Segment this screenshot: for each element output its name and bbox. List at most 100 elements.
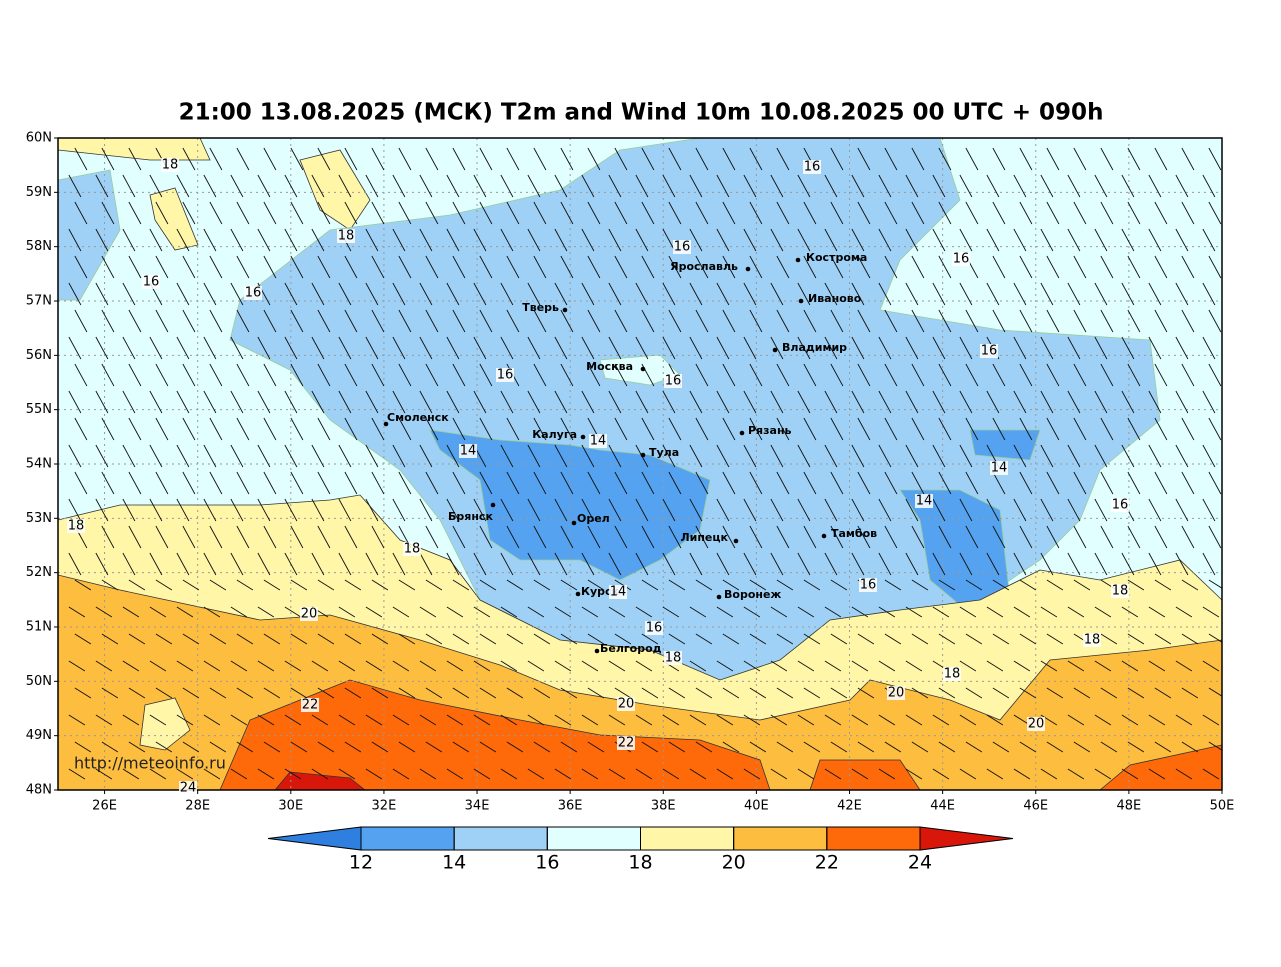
wind-barb: [749, 633, 767, 645]
wind-barb: [1175, 282, 1189, 306]
wind-barb: [857, 471, 871, 495]
wind-barb: [1202, 174, 1216, 198]
wind-barb: [203, 390, 217, 414]
wind-barb: [338, 444, 352, 468]
contour-label-bg: [859, 578, 877, 592]
wind-barb: [1127, 201, 1141, 225]
wind-barb: [371, 741, 389, 753]
wind-barb: [965, 309, 979, 333]
wind-barb: [587, 363, 601, 387]
wind-barb: [1094, 498, 1108, 522]
colorbar-box: [733, 826, 828, 851]
wind-barb: [398, 633, 416, 645]
wind-barb: [797, 606, 815, 618]
wind-barb: [689, 768, 707, 780]
city-label: Иваново: [808, 292, 862, 305]
wind-barb: [257, 498, 271, 522]
wind-barb: [446, 606, 464, 618]
wind-barb: [722, 309, 736, 333]
wind-barb: [371, 633, 389, 645]
wind-barb: [101, 471, 115, 495]
wind-barb: [338, 768, 356, 780]
wind-barb: [155, 579, 173, 591]
wind-barb: [479, 741, 497, 753]
wind-barb: [884, 255, 898, 279]
wind-barb: [398, 363, 412, 387]
wind-barb: [425, 417, 439, 441]
wind-barb: [695, 417, 709, 441]
wind-barb: [95, 390, 109, 414]
wind-barb: [1121, 660, 1139, 672]
wind-barb: [1154, 309, 1168, 333]
wind-barb: [776, 147, 790, 171]
wind-barb: [689, 660, 707, 672]
lon-label: 36E: [558, 799, 583, 814]
wind-barb: [317, 363, 331, 387]
wind-barb: [830, 255, 844, 279]
wind-barb: [905, 660, 923, 672]
wind-barb: [128, 417, 142, 441]
wind-barb: [1073, 309, 1087, 333]
wind-barb: [203, 768, 221, 780]
wind-barb: [1208, 363, 1222, 387]
wind-barb: [857, 201, 871, 225]
colorbar-box: [360, 826, 455, 851]
wind-barb: [344, 525, 358, 549]
wind-barb: [986, 660, 1004, 672]
city-dot: [716, 594, 722, 600]
wind-barb: [932, 606, 950, 618]
wind-barb: [608, 174, 622, 198]
wind-barb: [992, 579, 1010, 591]
wind-barb: [695, 579, 713, 591]
wind-barb: [1040, 390, 1054, 414]
wind-barb: [581, 768, 599, 780]
city-dot: [383, 421, 389, 427]
wind-barb: [695, 471, 709, 495]
wind-barb: [716, 660, 734, 672]
wind-barb: [230, 498, 244, 522]
wind-barb: [425, 363, 439, 387]
contour-label: 16: [953, 252, 970, 267]
wind-barb: [965, 417, 979, 441]
wind-barb: [419, 768, 437, 780]
contour-label-bg: [67, 519, 85, 533]
wind-barb: [554, 552, 568, 576]
wind-barb: [392, 660, 410, 672]
wind-barb: [176, 390, 190, 414]
contour-label-bg: [301, 698, 319, 712]
wind-barb: [398, 309, 412, 333]
wind-barb: [182, 309, 196, 333]
wind-barb: [149, 336, 163, 360]
wind-barb: [1019, 363, 1033, 387]
wind-barb: [95, 606, 113, 618]
wind-barb: [992, 363, 1006, 387]
wind-barb: [506, 687, 524, 699]
colorbar-label: 22: [815, 852, 839, 874]
wind-barb: [1019, 471, 1033, 495]
wind-barb: [635, 606, 653, 618]
wind-barb: [425, 309, 439, 333]
wind-barb: [419, 174, 433, 198]
wind-barb: [1046, 687, 1064, 699]
wind-barb: [1154, 255, 1168, 279]
wind-barb: [662, 390, 676, 414]
wind-barb: [74, 579, 92, 591]
wind-barb: [932, 228, 946, 252]
wind-barb: [1040, 552, 1054, 576]
wind-barb: [68, 768, 86, 780]
wind-barb: [716, 606, 734, 618]
wind-barb: [803, 363, 817, 387]
contour-label-bg: [244, 286, 262, 300]
wind-barb: [365, 282, 379, 306]
wind-barb: [317, 525, 331, 549]
wind-barb: [1067, 768, 1085, 780]
wind-barb: [776, 579, 794, 591]
contour-label: 22: [618, 736, 635, 751]
wind-barb: [716, 390, 730, 414]
wind-barb: [182, 147, 196, 171]
wind-barb: [662, 336, 676, 360]
contour-label: 18: [162, 158, 179, 173]
wind-barb: [1094, 660, 1112, 672]
wind-barb: [587, 255, 601, 279]
